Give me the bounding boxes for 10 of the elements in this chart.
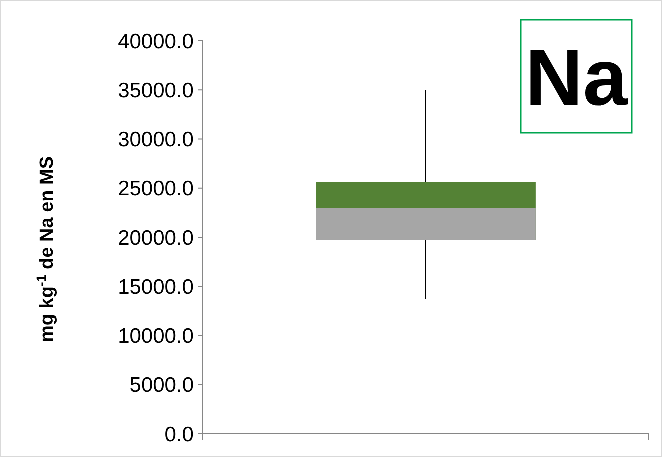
- y-tick-label: 30000.0: [118, 128, 194, 152]
- y-tick-label: 40000.0: [118, 30, 194, 54]
- y-tick-label: 20000.0: [118, 226, 194, 250]
- y-tick-label: 0.0: [164, 423, 194, 446]
- annotation: Na: [525, 33, 628, 122]
- y-tick-label: 35000.0: [118, 79, 194, 102]
- y-tick-label: 25000.0: [118, 178, 194, 201]
- y-tick-label: 10000.0: [118, 325, 194, 348]
- y-tick-label: 15000.0: [118, 276, 194, 299]
- y-tick-label: 5000.0: [130, 374, 194, 398]
